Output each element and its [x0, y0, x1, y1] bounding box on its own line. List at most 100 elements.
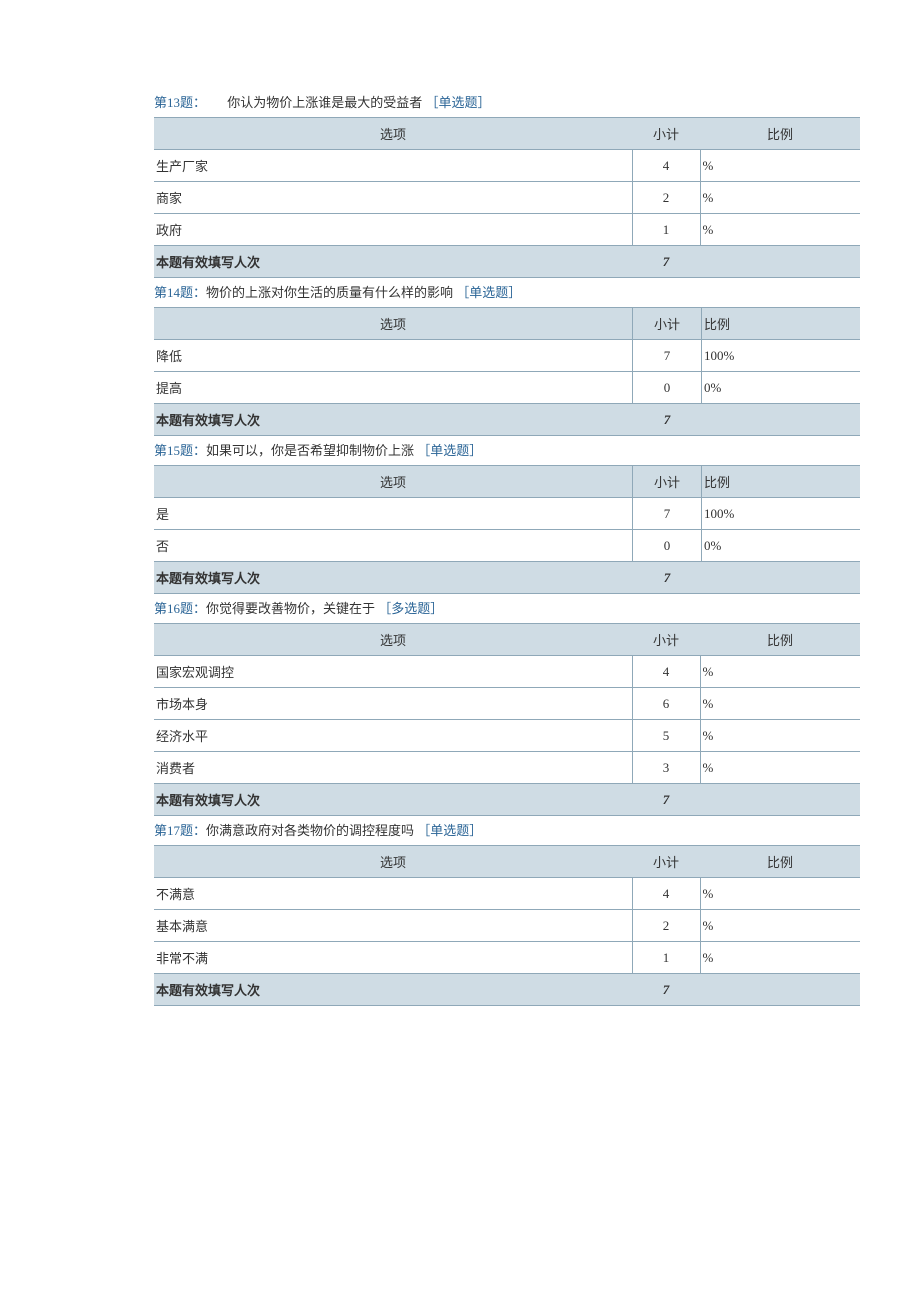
cell-ratio: % — [700, 182, 860, 214]
cell-option: 不满意 — [154, 878, 632, 910]
table-total-row: 本题有效填写人次 7 — [154, 246, 860, 278]
cell-option: 政府 — [154, 214, 632, 246]
total-ratio-empty — [700, 784, 860, 816]
question-type-tag: ［单选题］ — [456, 285, 521, 300]
question-text: 你认为物价上涨谁是最大的受益者 — [227, 95, 422, 110]
table-row: 经济水平 5 % — [154, 720, 860, 752]
table-row: 不满意 4 % — [154, 878, 860, 910]
table-total-row: 本题有效填写人次 7 — [154, 974, 860, 1006]
cell-option: 市场本身 — [154, 688, 632, 720]
cell-option: 否 — [154, 530, 633, 562]
cell-option: 降低 — [154, 340, 633, 372]
results-table: 选项 小计 比例 国家宏观调控 4 % 市场本身 6 % 经济水平 — [154, 623, 860, 816]
col-header-count: 小计 — [633, 308, 702, 340]
cell-ratio: % — [700, 214, 860, 246]
table-row: 降低 7 100% — [154, 340, 860, 372]
table-header-row: 选项 小计 比例 — [154, 846, 860, 878]
col-header-ratio: 比例 — [700, 624, 860, 656]
table-header-row: 选项 小计 比例 — [154, 308, 860, 340]
table-header-row: 选项 小计 比例 — [154, 624, 860, 656]
col-header-option: 选项 — [154, 466, 633, 498]
cell-ratio: 0% — [702, 372, 861, 404]
question-block-14: 第14题：物价的上涨对你生活的质量有什么样的影响 ［单选题］ 选项 小计 比例 … — [154, 278, 860, 436]
table-header-row: 选项 小计 比例 — [154, 466, 860, 498]
survey-results-page: 第13题： 你认为物价上涨谁是最大的受益者 ［单选题］ 选项 小计 比例 生产厂… — [0, 0, 920, 1006]
cell-ratio: 100% — [702, 498, 861, 530]
table-header-row: 选项 小计 比例 — [154, 118, 860, 150]
cell-count: 6 — [632, 688, 700, 720]
cell-count: 1 — [632, 942, 700, 974]
cell-option: 非常不满 — [154, 942, 632, 974]
total-count: 7 — [632, 974, 700, 1006]
total-label: 本题有效填写人次 — [154, 974, 632, 1006]
col-header-option: 选项 — [154, 846, 632, 878]
col-header-ratio: 比例 — [702, 308, 861, 340]
col-header-option: 选项 — [154, 308, 633, 340]
total-count: 7 — [633, 562, 702, 594]
question-number: 第15题： — [154, 443, 206, 458]
cell-count: 0 — [633, 372, 702, 404]
question-title: 第17题：你满意政府对各类物价的调控程度吗 ［单选题］ — [154, 816, 860, 845]
total-ratio-empty — [702, 404, 861, 436]
total-label: 本题有效填写人次 — [154, 562, 633, 594]
question-text: 你满意政府对各类物价的调控程度吗 — [206, 823, 414, 838]
table-row: 基本满意 2 % — [154, 910, 860, 942]
question-block-13: 第13题： 你认为物价上涨谁是最大的受益者 ［单选题］ 选项 小计 比例 生产厂… — [154, 88, 860, 278]
cell-option: 是 — [154, 498, 633, 530]
table-row: 消费者 3 % — [154, 752, 860, 784]
total-ratio-empty — [700, 974, 860, 1006]
total-label: 本题有效填写人次 — [154, 246, 632, 278]
cell-count: 4 — [632, 150, 700, 182]
cell-option: 提高 — [154, 372, 633, 404]
question-type-tag: ［单选题］ — [417, 443, 482, 458]
col-header-ratio: 比例 — [702, 466, 861, 498]
cell-option: 经济水平 — [154, 720, 632, 752]
question-number: 第17题： — [154, 823, 206, 838]
cell-ratio: 100% — [702, 340, 861, 372]
cell-count: 2 — [632, 910, 700, 942]
question-block-16: 第16题：你觉得要改善物价，关键在于 ［多选题］ 选项 小计 比例 国家宏观调控… — [154, 594, 860, 816]
question-block-17: 第17题：你满意政府对各类物价的调控程度吗 ［单选题］ 选项 小计 比例 不满意… — [154, 816, 860, 1006]
total-ratio-empty — [700, 246, 860, 278]
col-header-option: 选项 — [154, 624, 632, 656]
question-text: 物价的上涨对你生活的质量有什么样的影响 — [206, 285, 453, 300]
question-number: 第14题： — [154, 285, 206, 300]
table-row: 非常不满 1 % — [154, 942, 860, 974]
col-header-ratio: 比例 — [700, 846, 860, 878]
question-block-15: 第15题：如果可以，你是否希望抑制物价上涨 ［单选题］ 选项 小计 比例 是 7… — [154, 436, 860, 594]
question-title: 第15题：如果可以，你是否希望抑制物价上涨 ［单选题］ — [154, 436, 860, 465]
cell-option: 消费者 — [154, 752, 632, 784]
question-type-tag: ［单选题］ — [426, 95, 491, 110]
cell-ratio: % — [700, 150, 860, 182]
question-title: 第14题：物价的上涨对你生活的质量有什么样的影响 ［单选题］ — [154, 278, 860, 307]
cell-count: 7 — [633, 340, 702, 372]
col-header-option: 选项 — [154, 118, 632, 150]
cell-ratio: % — [700, 656, 860, 688]
col-header-count: 小计 — [633, 466, 702, 498]
total-label: 本题有效填写人次 — [154, 404, 633, 436]
question-type-tag: ［单选题］ — [417, 823, 482, 838]
table-row: 政府 1 % — [154, 214, 860, 246]
col-header-ratio: 比例 — [700, 118, 860, 150]
cell-count: 2 — [632, 182, 700, 214]
cell-count: 1 — [632, 214, 700, 246]
total-count: 7 — [633, 404, 702, 436]
table-row: 国家宏观调控 4 % — [154, 656, 860, 688]
cell-count: 4 — [632, 656, 700, 688]
cell-count: 7 — [633, 498, 702, 530]
cell-option: 基本满意 — [154, 910, 632, 942]
results-table: 选项 小计 比例 生产厂家 4 % 商家 2 % 政府 1 — [154, 117, 860, 278]
table-total-row: 本题有效填写人次 7 — [154, 562, 860, 594]
question-title: 第16题：你觉得要改善物价，关键在于 ［多选题］ — [154, 594, 860, 623]
cell-count: 5 — [632, 720, 700, 752]
table-total-row: 本题有效填写人次 7 — [154, 404, 860, 436]
table-row: 生产厂家 4 % — [154, 150, 860, 182]
col-header-count: 小计 — [632, 118, 700, 150]
cell-count: 0 — [633, 530, 702, 562]
cell-ratio: 0% — [702, 530, 861, 562]
total-ratio-empty — [702, 562, 861, 594]
col-header-count: 小计 — [632, 624, 700, 656]
total-label: 本题有效填写人次 — [154, 784, 632, 816]
cell-ratio: % — [700, 878, 860, 910]
cell-ratio: % — [700, 942, 860, 974]
